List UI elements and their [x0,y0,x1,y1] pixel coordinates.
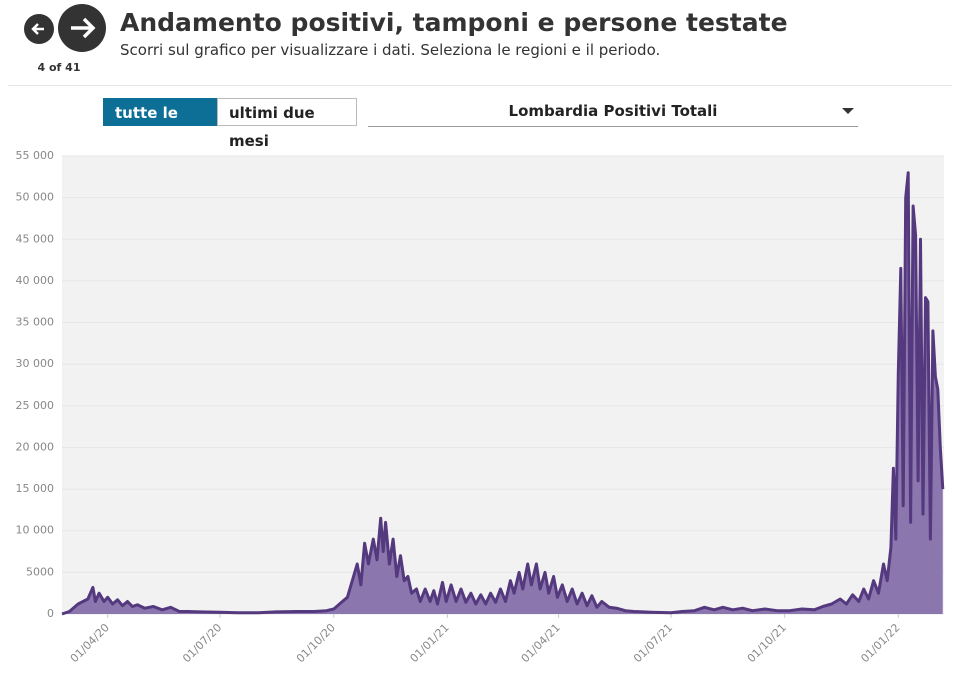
y-tick-label: 35 000 [16,316,55,329]
x-tick-label: 01/10/21 [745,621,789,665]
y-tick-label: 10 000 [16,524,55,537]
back-icon [31,23,44,35]
y-tick-label: 45 000 [16,232,55,245]
toggle-two-months[interactable]: ultimi due mesi [217,98,357,150]
x-tick-label: 01/07/21 [631,621,675,665]
plot-background [62,156,944,614]
y-tick-label: 30 000 [16,357,55,370]
back-button[interactable] [24,14,54,44]
x-tick-label: 01/10/20 [294,621,338,665]
x-tick-label: 01/07/20 [180,621,224,665]
slide-counter: 4 of 41 [37,61,81,74]
x-tick-label: 01/01/22 [858,621,902,665]
region-dropdown[interactable]: Lombardia Positivi Totali [368,98,858,127]
y-tick-label: 40 000 [16,274,55,287]
y-tick-label: 15 000 [16,482,55,495]
x-tick-label: 01/04/20 [68,621,112,665]
toggle-all[interactable]: tutte le date [103,98,217,150]
x-tick-label: 01/01/21 [408,621,452,665]
forward-icon [71,17,96,39]
area [62,172,943,614]
x-tick-label: 01/04/21 [519,621,563,665]
divider [8,85,952,86]
dropdown-arrow [842,108,854,114]
line [61,171,945,616]
y-tick-label: 25 000 [16,399,55,412]
subtitle: Scorri sul grafico per visualizzare i da… [120,41,661,59]
y-tick-label: 0 [47,607,54,620]
forward-button[interactable] [58,4,106,52]
y-tick-label: 50 000 [16,191,55,204]
y-tick-label: 5000 [26,565,54,578]
y-tick-label: 55 000 [16,149,55,162]
y-tick-label: 20 000 [16,440,55,453]
title: Andamento positivi, tamponi e persone te… [120,8,788,37]
dropdown-label: Lombardia Positivi Totali [508,102,718,120]
